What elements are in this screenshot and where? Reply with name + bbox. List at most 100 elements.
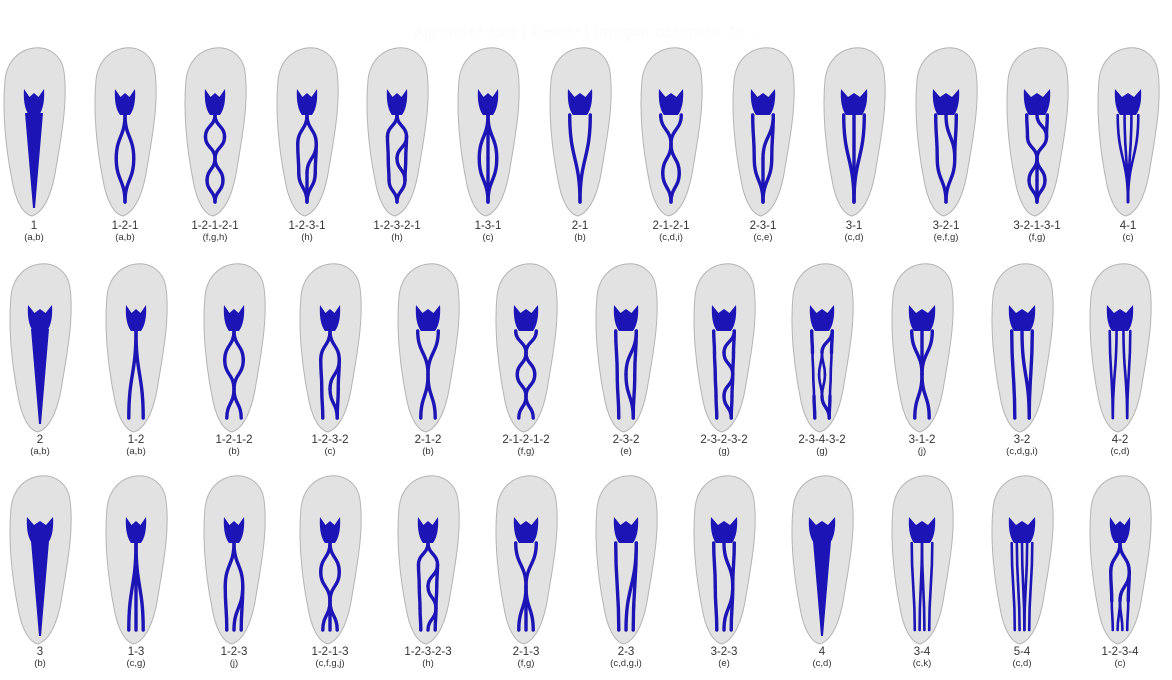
tooth-illustration [203, 475, 266, 645]
configuration-reference: (c) [1114, 658, 1126, 670]
tooth-outline [299, 263, 362, 433]
configuration-code: 3-2-1 [932, 220, 960, 232]
configuration-reference: (a,b) [115, 232, 135, 244]
root-canal [123, 113, 136, 161]
configuration-label: 3-4 (c,k) [877, 646, 967, 670]
configuration-reference: (c,d,i) [659, 232, 683, 244]
tooth-outline [732, 47, 795, 217]
root-canal [328, 329, 341, 362]
configuration-label: 2 (a,b) [0, 434, 85, 458]
configuration-reference: (e) [718, 658, 730, 670]
configuration-reference: (j) [229, 658, 239, 670]
tooth-outline [595, 263, 658, 433]
configuration-label: 2-1-2-1-2 (f,g) [481, 434, 571, 458]
root-canal [524, 394, 535, 420]
root-canal [1010, 329, 1017, 420]
root-canal [223, 584, 229, 632]
tooth-outline [203, 475, 266, 645]
root-canal [631, 541, 638, 632]
tooth-illustration [3, 47, 66, 217]
configuration-reference: (c,k) [912, 658, 932, 670]
tooth-configuration [490, 468, 562, 648]
root-canal [1023, 541, 1029, 632]
tooth-outline [1089, 475, 1152, 645]
tooth-outline [94, 47, 157, 217]
tooth-configuration [688, 468, 760, 648]
pulp-chamber [415, 305, 441, 331]
root-canal [1111, 329, 1118, 420]
configuration-label: 4 (c,d) [777, 646, 867, 670]
root-canal [1035, 156, 1047, 182]
root-canal [232, 329, 245, 362]
root-canal [434, 584, 439, 610]
tooth-outline [549, 47, 612, 217]
configuration-reference: (c,e) [753, 232, 773, 244]
root-canal [927, 541, 934, 632]
pulp-chamber [808, 517, 836, 543]
tooth-illustration [991, 263, 1054, 433]
tooth-configuration [544, 40, 616, 220]
tooth-configuration [490, 256, 562, 436]
tooth-configuration [886, 256, 958, 436]
root-canal [336, 358, 341, 391]
configuration-label: 1-2 (a,b) [91, 434, 181, 458]
configuration-code: 1-2-1-3 [311, 646, 349, 658]
configuration-reference: (a,b) [30, 446, 50, 458]
root-canal [328, 541, 341, 574]
tooth-configuration [294, 256, 366, 436]
pulp-chamber [319, 305, 341, 331]
root-canal [852, 113, 866, 204]
configuration-label: 4-1 (c) [1083, 220, 1172, 244]
root-canal [829, 351, 833, 376]
tooth-configuration [0, 40, 70, 220]
tooth-configuration [688, 256, 760, 436]
root-canal [713, 372, 718, 398]
pulp-chamber [932, 89, 960, 115]
root-canal [1109, 570, 1114, 603]
tooth-illustration [184, 47, 247, 217]
configuration-code: 4 [818, 646, 826, 658]
pulp-chamber [1114, 89, 1142, 115]
pulp-chamber [1106, 305, 1134, 331]
tooth-configuration [910, 40, 982, 220]
pulp-chamber [1008, 305, 1036, 331]
tooth-illustration [495, 475, 558, 645]
pulp-chamber [1008, 517, 1036, 543]
configuration-label: 1-2-1-2-1 (f,g,h) [170, 220, 260, 244]
configuration-code: 2-3-4-3-2 [798, 434, 846, 446]
root-canal [395, 113, 409, 139]
configuration-code: 1-2-3-1 [288, 220, 326, 232]
configuration-label: 4-2 (c,d) [1075, 434, 1165, 458]
configuration-label: 2-1-2-1 (c,d,i) [626, 220, 716, 244]
root-canal [305, 113, 318, 146]
root-canal [328, 599, 339, 632]
configuration-reference: (c,f,g,j) [315, 658, 345, 670]
root-canal [729, 584, 735, 632]
root-canal [920, 372, 931, 420]
root-canal [614, 541, 621, 632]
root-canal [524, 541, 538, 589]
root-canal [910, 541, 917, 632]
tooth-configuration [986, 256, 1058, 436]
root-canal [712, 351, 717, 377]
configuration-label: 3-2-3 (e) [679, 646, 769, 670]
root-canal [426, 329, 440, 377]
root-canal [1126, 113, 1140, 204]
configuration-label: 1-2-1 (a,b) [80, 220, 170, 244]
tooth-outline [184, 47, 247, 217]
tooth-configuration [1092, 40, 1164, 220]
pulp-chamber [23, 89, 45, 115]
tooth-configuration [786, 256, 858, 436]
configuration-code: 2-1 [571, 220, 589, 232]
configuration-code: 3 [36, 646, 44, 658]
pulp-chamber [908, 305, 936, 331]
tooth-configuration [89, 40, 161, 220]
configuration-code: 3-2-3 [710, 646, 738, 658]
root-canal [524, 351, 537, 377]
tooth-configuration [392, 468, 464, 648]
configuration-label: 3-1 (c,d) [809, 220, 899, 244]
tooth-illustration [9, 475, 72, 645]
tooth-configuration [786, 468, 858, 648]
tooth-illustration [693, 263, 756, 433]
pulp-chamber [417, 517, 439, 543]
